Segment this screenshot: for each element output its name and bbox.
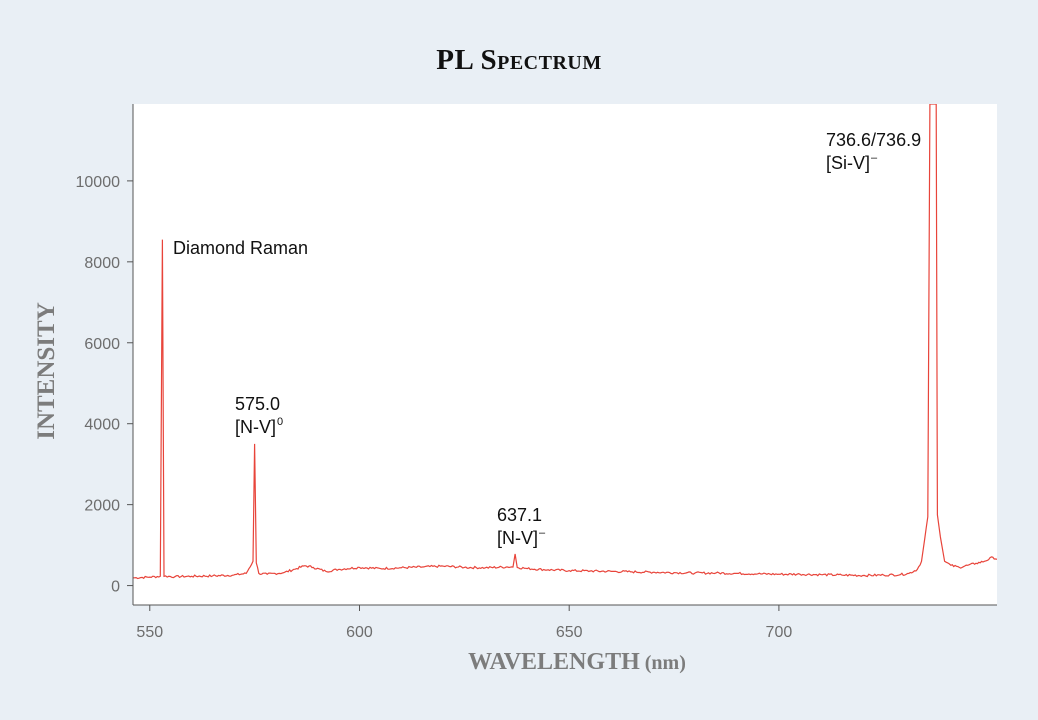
y-tick-label: 10000 bbox=[76, 174, 121, 191]
y-tick-label: 0 bbox=[111, 579, 120, 596]
plot-area bbox=[133, 104, 997, 605]
x-axis-title: WAVELENGTH (nm) bbox=[468, 649, 686, 675]
y-tick-label: 8000 bbox=[84, 255, 120, 272]
peak-annotation: Diamond Raman bbox=[173, 238, 308, 258]
peak-annotation: 637.1 bbox=[497, 505, 542, 525]
x-tick-label: 550 bbox=[136, 624, 163, 641]
peak-annotation: 736.6/736.9 bbox=[826, 130, 921, 150]
chart-title: PL Spectrum bbox=[436, 44, 602, 76]
x-tick-label: 650 bbox=[556, 624, 583, 641]
y-tick-label: 4000 bbox=[84, 417, 120, 434]
x-tick-label: 600 bbox=[346, 624, 373, 641]
x-tick-label: 700 bbox=[766, 624, 793, 641]
peak-annotation: [N-V]0 bbox=[235, 416, 283, 437]
y-tick-label: 6000 bbox=[84, 336, 120, 353]
spectrum-line bbox=[133, 104, 997, 580]
peak-annotation: [Si-V]– bbox=[826, 152, 878, 173]
y-axis-title: INTENSITY bbox=[33, 302, 60, 440]
y-tick-label: 2000 bbox=[84, 498, 120, 515]
peak-annotation: [N-V]– bbox=[497, 527, 546, 548]
peak-annotation: 575.0 bbox=[235, 394, 280, 414]
